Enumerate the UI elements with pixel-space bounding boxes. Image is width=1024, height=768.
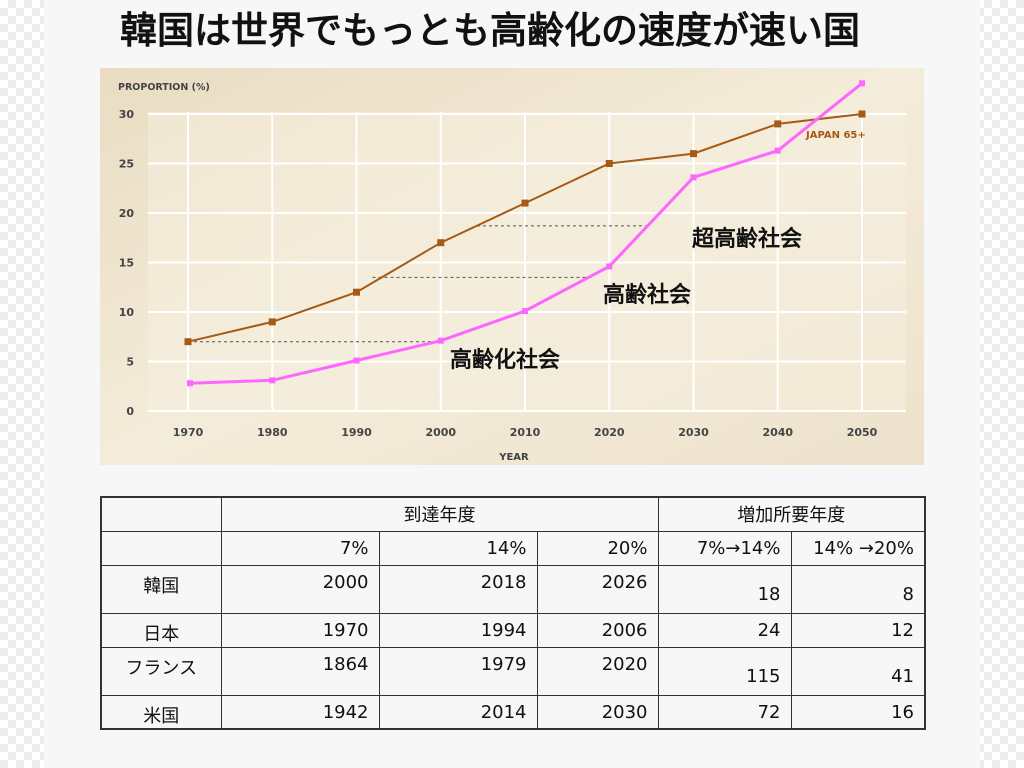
- group-header-reach-year: 到達年度: [220, 496, 659, 532]
- data-point-korea: [437, 337, 444, 344]
- y-tick-label: 10: [119, 306, 135, 319]
- table-row: 米国 1942 2014 2030 72 16: [100, 694, 926, 730]
- page-title: 韓国は世界でもっとも高齢化の速度が速い国: [120, 9, 860, 52]
- table-cell: 2014: [378, 694, 538, 730]
- row-header-korea: 韓国: [100, 564, 222, 614]
- y-tick-label: 25: [119, 158, 134, 171]
- y-tick-label: 15: [119, 257, 134, 270]
- table-cell: 2018: [378, 564, 538, 614]
- x-tick-label: 1970: [173, 426, 204, 439]
- table-cell: 72: [657, 694, 792, 730]
- data-point-japan: [437, 239, 445, 247]
- x-tick-label: 2030: [678, 426, 709, 439]
- x-tick-label: 2010: [510, 426, 541, 439]
- table-cell: 2006: [536, 612, 659, 648]
- table-cell: 115: [657, 646, 792, 696]
- x-tick-label: 2000: [425, 426, 456, 439]
- sub-header-14pct: 14%: [378, 530, 538, 566]
- table-cell: 2030: [536, 694, 659, 730]
- data-point-korea: [353, 357, 360, 364]
- table-cell: 1994: [378, 612, 538, 648]
- data-point-japan: [858, 110, 866, 118]
- data-point-korea: [859, 80, 865, 87]
- table-row: 日本 1970 1994 2006 24 12: [100, 612, 926, 648]
- y-tick-label: 0: [126, 405, 134, 418]
- data-point-korea: [606, 263, 613, 270]
- table-row: 韓国 2000 2018 2026 18 8: [100, 564, 926, 614]
- data-point-japan: [184, 338, 192, 346]
- sub-header-7pct: 7%: [220, 530, 380, 566]
- data-point-japan: [521, 199, 529, 207]
- group-header-years-required: 増加所要年度: [657, 496, 926, 532]
- table-cell: 8: [790, 564, 926, 614]
- series-label-japan: JAPAN 65+: [805, 130, 866, 141]
- aging-speed-table: 到達年度 増加所要年度 7% 14% 20% 7%→14% 14% →20% 韓…: [100, 496, 926, 730]
- table-corner-cell: [100, 496, 222, 532]
- table-cell: 24: [657, 612, 792, 648]
- data-point-korea: [774, 147, 781, 154]
- row-header-usa: 米国: [100, 694, 222, 730]
- row-header-japan: 日本: [100, 612, 222, 648]
- sub-header-14-to-20: 14% →20%: [790, 530, 926, 566]
- table-cell: 2020: [536, 646, 659, 696]
- annotation-label: 高齢化社会: [450, 347, 560, 373]
- data-point-japan: [605, 160, 613, 167]
- line-chart: 0 5 10 15 20 25 30 1970 1980 1990 2000 2010 2020 2030…: [100, 68, 924, 465]
- x-tick-label: 2050: [847, 426, 878, 439]
- sub-header-20pct: 20%: [536, 530, 659, 566]
- x-tick-label: 1990: [341, 426, 372, 439]
- data-point-japan: [268, 318, 276, 326]
- annotation-label: 超高齢社会: [692, 226, 802, 252]
- data-point-korea: [690, 174, 697, 181]
- sub-header-7-to-14: 7%→14%: [657, 530, 792, 566]
- table-cell: 1979: [378, 646, 538, 696]
- chart-panel: 0 5 10 15 20 25 30 1970 1980 1990 2000 2010 2020 2030…: [100, 68, 924, 465]
- data-point-japan: [690, 150, 697, 158]
- table-sub-header-row: 7% 14% 20% 7%→14% 14% →20%: [100, 530, 926, 566]
- data-point-japan: [353, 288, 360, 296]
- x-axis-title: YEAR: [498, 452, 529, 463]
- table-cell: 1970: [220, 612, 380, 648]
- y-tick-label: 30: [119, 108, 135, 121]
- y-tick-label: 20: [119, 207, 135, 220]
- annotation-label: 高齢社会: [603, 282, 691, 308]
- table-row: フランス 1864 1979 2020 115 41: [100, 646, 926, 696]
- table-cell: 1864: [220, 646, 380, 696]
- aging-table-wrap: 到達年度 増加所要年度 7% 14% 20% 7%→14% 14% →20% 韓…: [100, 496, 926, 730]
- data-point-korea: [269, 377, 276, 384]
- table-group-header-row: 到達年度 増加所要年度: [100, 496, 926, 532]
- table-sub-corner-cell: [100, 530, 222, 566]
- table-cell: 41: [790, 646, 926, 696]
- table-cell: 18: [657, 564, 792, 614]
- x-tick-label: 2040: [762, 426, 793, 439]
- table-cell: 2000: [220, 564, 380, 614]
- y-axis-title: PROPORTION (%): [118, 82, 210, 93]
- data-point-korea: [522, 308, 528, 315]
- table-cell: 2026: [536, 564, 659, 614]
- row-header-france: フランス: [100, 646, 222, 696]
- data-point-korea: [187, 380, 193, 387]
- data-point-japan: [774, 120, 782, 128]
- table-cell: 1942: [220, 694, 380, 730]
- x-tick-label: 1980: [257, 426, 288, 439]
- table-cell: 12: [790, 612, 926, 648]
- table-cell: 16: [790, 694, 926, 730]
- x-tick-label: 2020: [594, 426, 625, 439]
- y-tick-label: 5: [126, 356, 134, 369]
